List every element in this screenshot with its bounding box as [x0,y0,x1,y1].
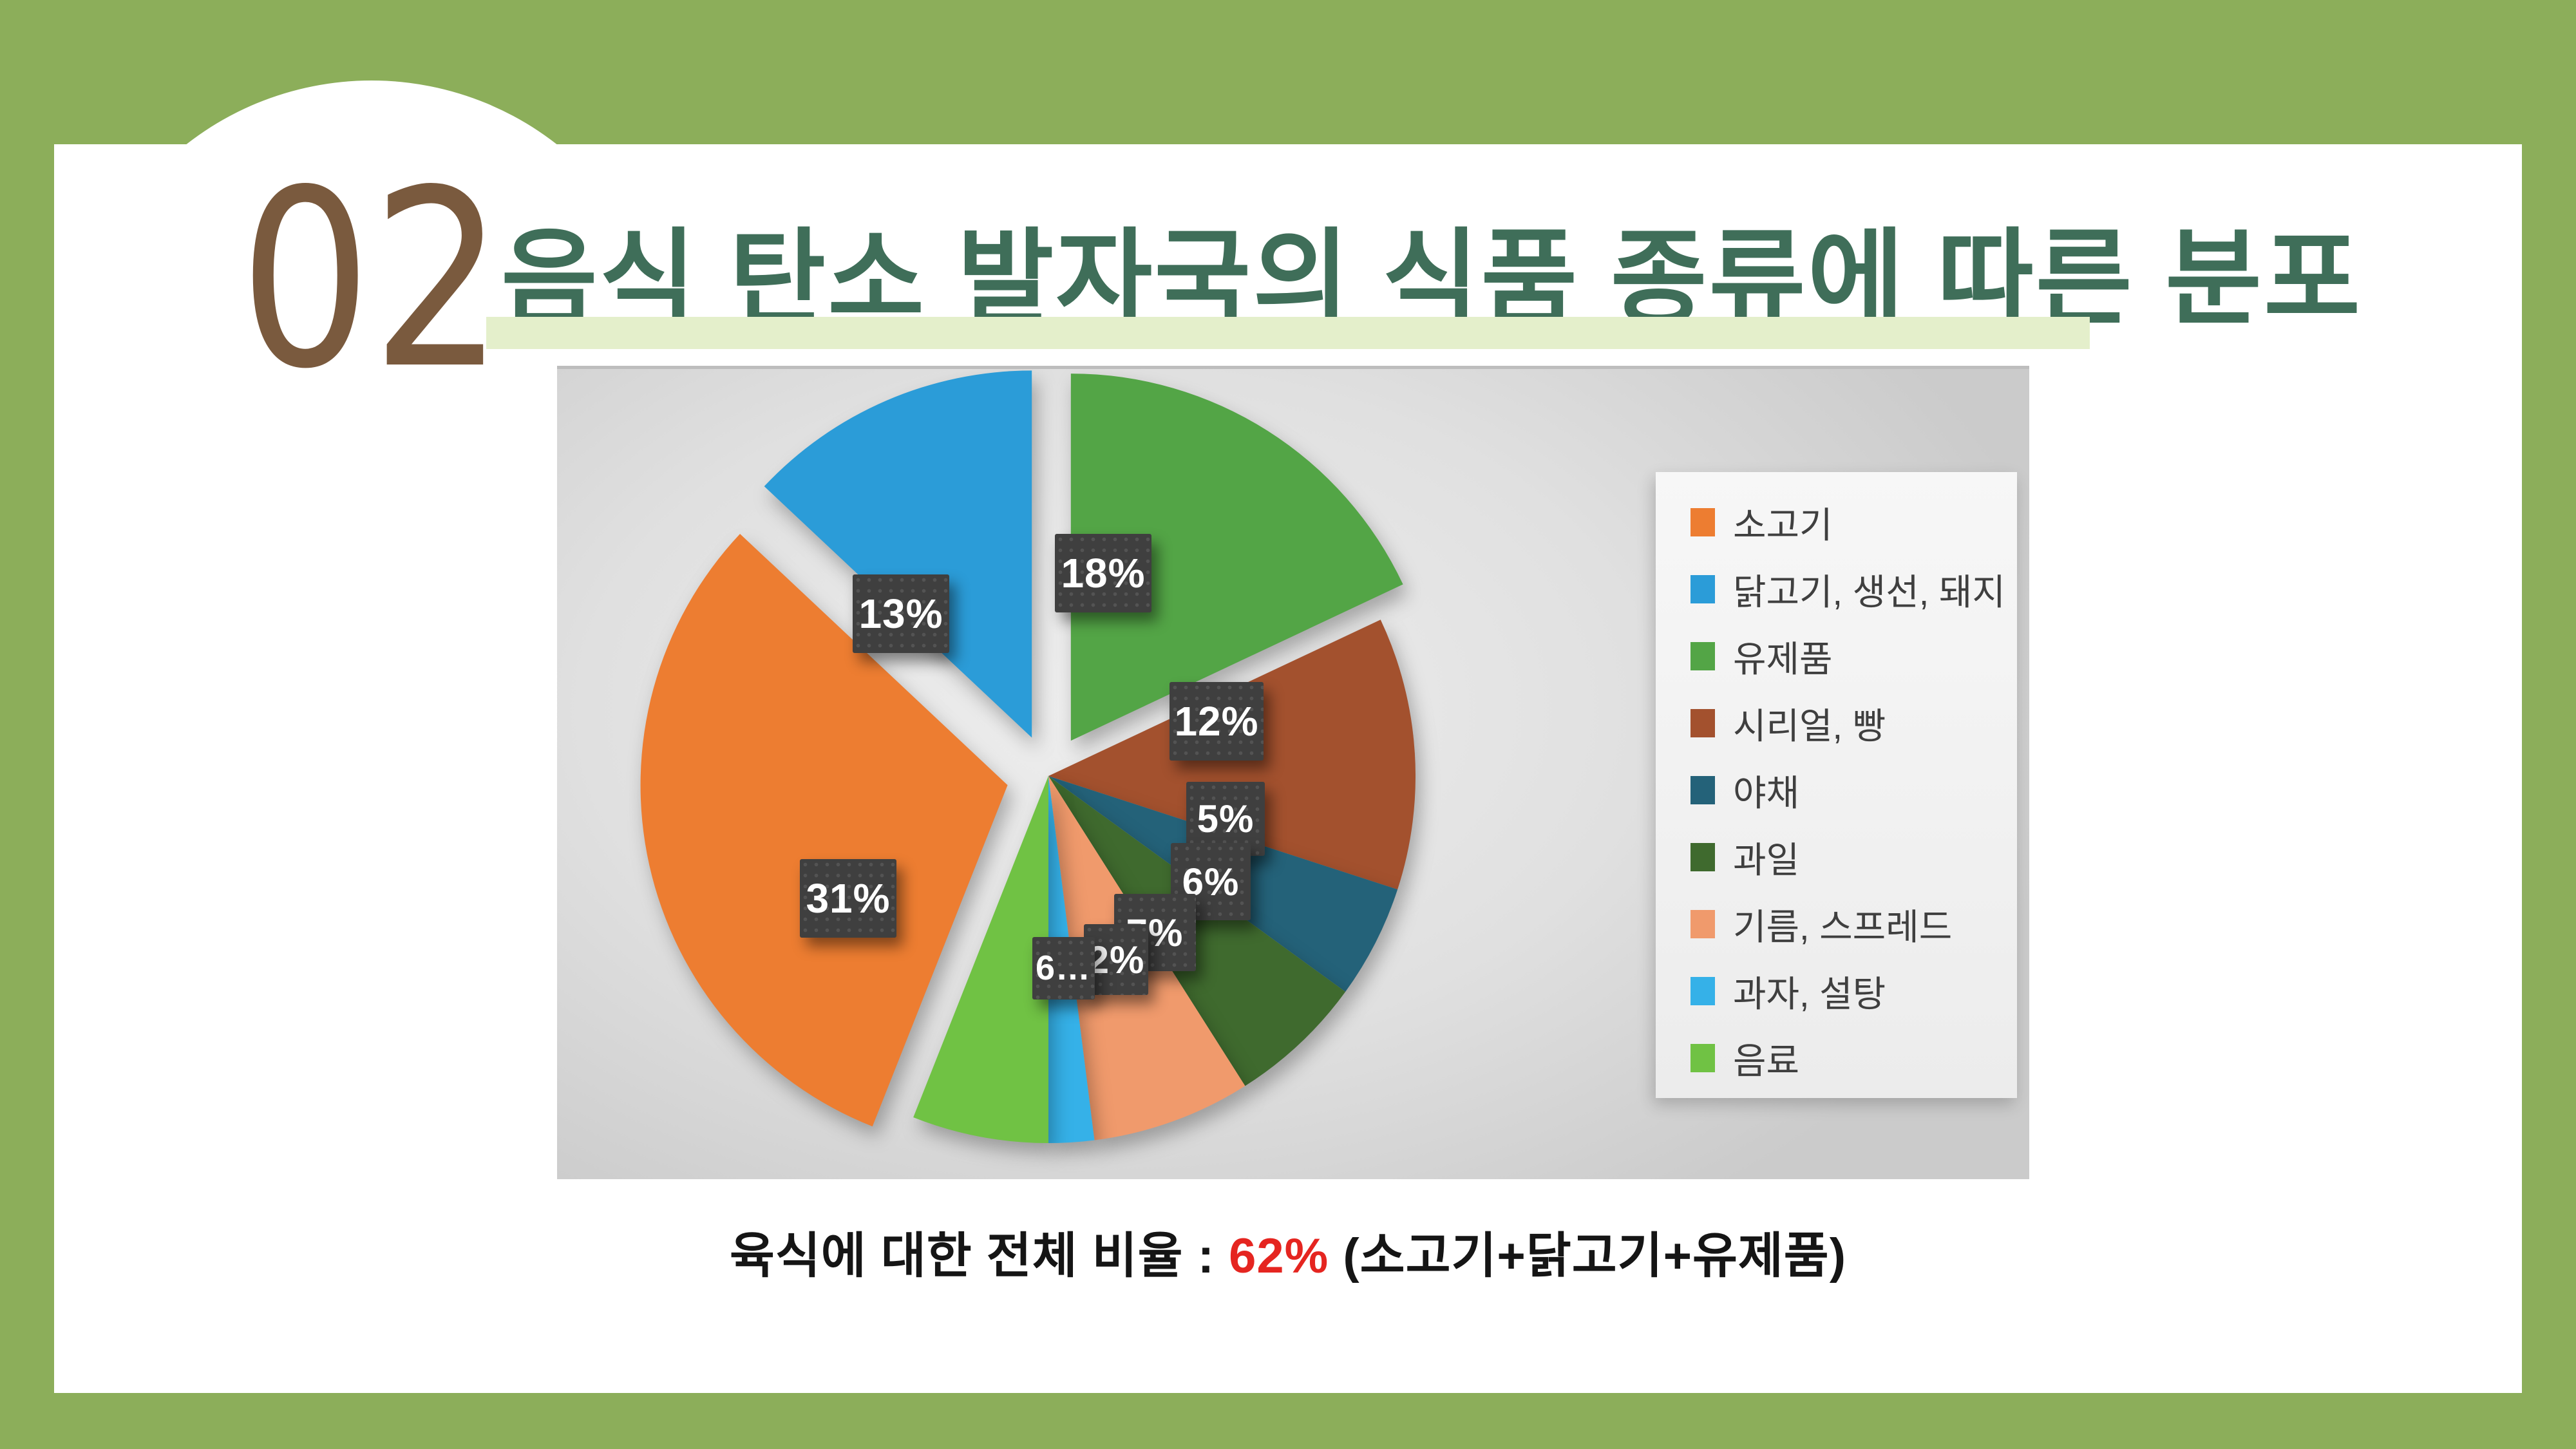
legend-item-oils-spreads: 기름, 스프레드 [1690,891,2017,958]
legend-item-cereal-bread: 시리얼, 빵 [1690,690,2017,757]
pie-slice [764,370,1032,738]
legend-swatch [1690,910,1715,938]
legend-item-drinks: 음료 [1690,1025,2017,1092]
pie-data-label-text: 2% [1087,938,1145,981]
legend-label: 음료 [1733,1040,1800,1081]
legend-label: 소고기 [1733,504,1833,545]
legend-label: 기름, 스프레드 [1733,906,1953,947]
pie-data-label-text: 6… [1035,949,1092,987]
pie-data-label-beef: 31% [800,859,896,938]
legend-item-snacks-sugar: 과자, 설탕 [1690,958,2017,1025]
legend-swatch [1690,642,1715,670]
pie-data-label-text: 5% [1197,797,1255,840]
caption-prefix: 육식에 대한 전체 비율 : [729,1229,1229,1283]
legend-swatch [1690,776,1715,804]
legend-swatch [1690,709,1715,737]
caption-highlight: 62% [1229,1229,1329,1283]
pie-data-label-text: 18% [1061,550,1146,596]
legend-item-fruit: 과일 [1690,824,2017,891]
legend-label: 닭고기, 생선, 돼지 [1733,571,2005,612]
legend-swatch [1690,1044,1715,1072]
pie-slice [1070,374,1403,741]
legend-item-beef: 소고기 [1690,489,2017,556]
legend-swatch [1690,575,1715,603]
pie-slice [1048,776,1346,1086]
legend-label: 시리얼, 빵 [1733,705,1886,746]
legend-item-vegetables: 야채 [1690,757,2017,824]
pie-slice [913,776,1048,1143]
pie-data-label-chicken-fish-pork: 13% [853,574,949,653]
legend-label: 과일 [1733,839,1800,880]
caption-suffix: (소고기+닭고기+유제품) [1329,1229,1847,1283]
pie-data-label-snacks-sugar: 2% [1084,924,1148,995]
pie-data-label-dairy: 18% [1055,534,1151,612]
legend-label: 과자, 설탕 [1733,973,1886,1014]
pie-data-label-text: 13% [858,591,943,637]
legend-label: 야채 [1733,772,1800,813]
pie-data-label-text: 31% [806,875,891,922]
legend-swatch [1690,977,1715,1005]
pie-data-label-cereal-bread: 12% [1170,682,1264,761]
legend-swatch [1690,843,1715,871]
legend-item-chicken-fish-pork: 닭고기, 생선, 돼지 [1690,556,2017,623]
pie-data-label-text: 12% [1174,698,1259,744]
chart-panel: 31% 13% 18% 12% 5% 6% 7% 2% 6… 소고기 닭고기, … [557,366,2029,1179]
pie-slice [640,533,1008,1127]
pie-data-label-drinks: 6… [1032,936,1095,999]
chart-legend: 소고기 닭고기, 생선, 돼지 유제품 시리얼, 빵 야채 과일 [1656,472,2017,1098]
legend-swatch [1690,508,1715,536]
legend-label: 유제품 [1733,638,1833,679]
title-underline [486,317,2090,349]
section-number: 02 [239,137,504,422]
legend-item-dairy: 유제품 [1690,623,2017,690]
caption: 육식에 대한 전체 비율 : 62% (소고기+닭고기+유제품) [54,1216,2522,1287]
